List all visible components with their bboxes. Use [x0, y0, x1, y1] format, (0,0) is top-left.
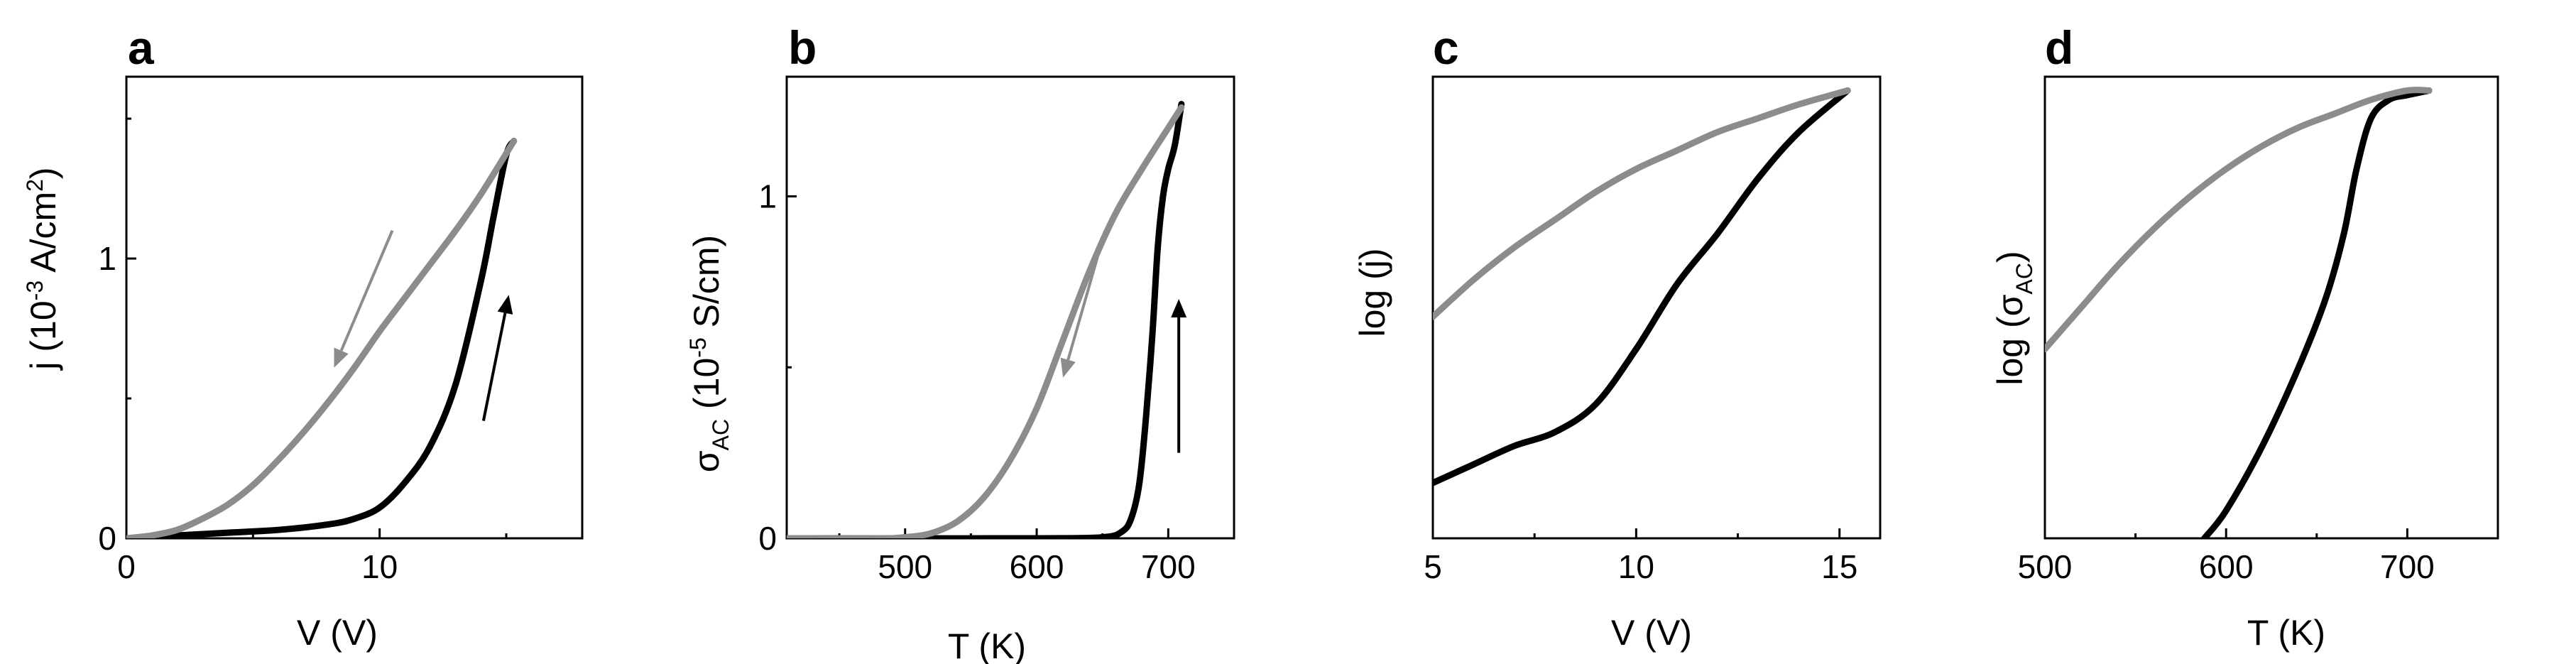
- panel-a: a j (10-3 A/cm2) V (V): [22, 21, 378, 653]
- series-line-c-black: [1433, 87, 1851, 486]
- panel-b: b σAC (10-5 S/cm) T (K): [685, 21, 1026, 664]
- x-tick-label-d-600: 600: [2199, 548, 2254, 585]
- arrow-head-a-1: [497, 295, 513, 315]
- panel-c: c log (j) V (V): [1353, 21, 1692, 653]
- series-line-c-gray: [1433, 87, 1851, 320]
- panel-d: d log (σAC) T (K): [1990, 21, 2325, 653]
- axes-frame-b: [785, 75, 1235, 540]
- chart-panel-b: 500 600 700 0 1: [758, 75, 1235, 585]
- ylabel-d-pre: log (: [1990, 316, 2030, 386]
- ylabel-d-sym: σ: [1990, 294, 2030, 316]
- axes-frame-d: [2043, 75, 2499, 540]
- panel-d-xlabel: T (K): [2247, 613, 2325, 653]
- x-tick-label-d-700: 700: [2380, 548, 2435, 585]
- ylabel-a-sup2: 2: [22, 179, 48, 192]
- panel-letter-b: b: [788, 21, 817, 74]
- x-tick-label-b-600: 600: [1010, 548, 1064, 585]
- y-tick-label-a-0: 0: [98, 520, 116, 557]
- arrow-head-b-1: [1171, 298, 1187, 317]
- series-line-b-black: [787, 101, 1185, 538]
- ylabel-b-sub: AC: [708, 419, 733, 450]
- panel-c-xlabel: V (V): [1611, 613, 1692, 653]
- ylabel-a-sup: -3: [22, 281, 48, 300]
- x-tick-label-c-5: 5: [1424, 548, 1442, 585]
- x-tick-label-d-500: 500: [2018, 548, 2073, 585]
- y-tick-label-a-1: 1: [98, 240, 116, 277]
- arrow-head-b-0: [1060, 357, 1076, 378]
- panel-letter-d: d: [2045, 21, 2073, 74]
- series-line-b-gray: [787, 104, 1185, 538]
- arrow-head-a-0: [334, 347, 349, 368]
- series-line-a-gray: [126, 138, 518, 538]
- ylabel-d-sub: AC: [2012, 263, 2037, 294]
- ylabel-d-post: ): [1990, 251, 2030, 263]
- ylabel-b-sym: σ: [687, 450, 726, 472]
- panel-c-ylabel: log (j): [1353, 248, 1392, 337]
- x-tick-label-b-500: 500: [878, 548, 932, 585]
- y-tick-label-b-0: 0: [758, 520, 777, 557]
- panel-letter-a: a: [128, 21, 155, 74]
- x-tick-label-a-0: 0: [117, 548, 136, 585]
- ylabel-b-sup: -5: [685, 337, 711, 357]
- x-tick-label-c-15: 15: [1821, 548, 1857, 585]
- arrow-shaft-a-1: [481, 312, 507, 421]
- series-line-d-gray: [2045, 87, 2433, 352]
- ylabel-b-pre: (10: [687, 358, 726, 419]
- y-tick-label-b-1: 1: [758, 178, 777, 215]
- arrow-shaft-a-0: [339, 229, 394, 352]
- axes-frame-c: [1431, 75, 1882, 540]
- ylabel-a-pre: j (10: [23, 300, 63, 371]
- panel-b-ylabel: σAC (10-5 S/cm): [685, 235, 733, 472]
- series-line-a-black: [126, 138, 518, 538]
- panel-d-ylabel: log (σAC): [1990, 251, 2037, 385]
- ylabel-b-post: S/cm): [687, 235, 726, 337]
- x-tick-label-c-10: 10: [1618, 548, 1654, 585]
- x-tick-label-a-10: 10: [361, 548, 398, 585]
- series-line-d-black: [2201, 87, 2433, 538]
- x-tick-label-b-700: 700: [1141, 548, 1196, 585]
- chart-panel-a: 0 10 0 1: [98, 75, 584, 585]
- panel-a-xlabel: V (V): [297, 613, 378, 653]
- ylabel-a-mid: A/cm: [23, 192, 63, 281]
- chart-panel-d: 500 600 700: [2018, 75, 2499, 585]
- panel-letter-c: c: [1433, 21, 1459, 74]
- panel-b-xlabel: T (K): [948, 626, 1026, 664]
- chart-panel-c: 5 10 15: [1424, 75, 1882, 585]
- ylabel-a-post: ): [23, 167, 63, 179]
- arrow-shaft-b-0: [1066, 230, 1107, 361]
- axes-frame-a: [125, 75, 584, 540]
- panel-a-ylabel: j (10-3 A/cm2): [22, 167, 63, 371]
